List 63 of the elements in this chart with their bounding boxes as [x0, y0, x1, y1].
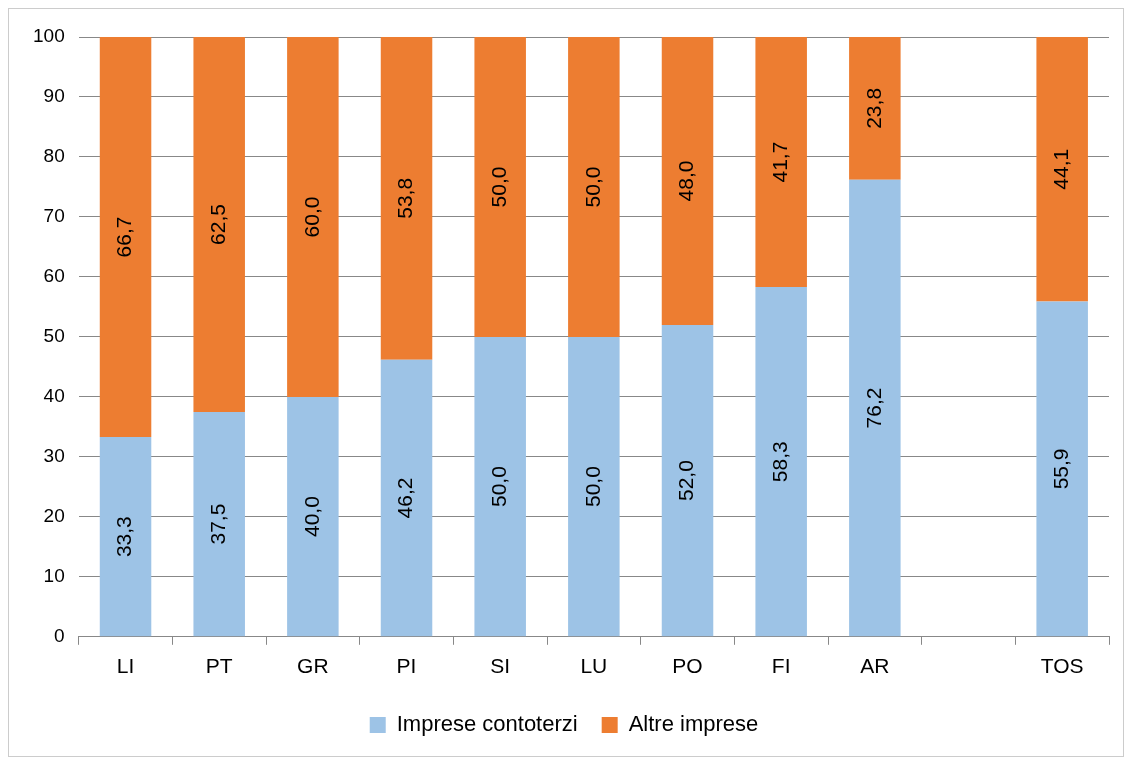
y-tick-label: 20 — [43, 505, 65, 527]
bar — [474, 336, 526, 637]
y-tick-label: 40 — [43, 385, 65, 407]
data-label: 76,2 — [861, 387, 885, 429]
data-label: 48,0 — [674, 160, 698, 202]
x-tick-label: PI — [396, 654, 417, 678]
data-label: 50,0 — [486, 466, 510, 508]
y-tick-label: 30 — [43, 445, 65, 467]
data-label: 41,7 — [767, 141, 791, 183]
data-label: 33,3 — [112, 516, 136, 558]
x-tick-label: GR — [297, 654, 329, 678]
data-label: 66,7 — [112, 216, 136, 258]
x-tick-label: PO — [672, 654, 703, 678]
y-tick-label: 60 — [43, 265, 65, 287]
bar — [193, 37, 245, 412]
x-tick-label: SI — [490, 654, 511, 678]
data-label: 60,0 — [299, 196, 323, 238]
bar — [99, 37, 152, 438]
bar — [287, 37, 339, 397]
y-tick-label: 50 — [43, 325, 65, 347]
bar — [661, 324, 714, 637]
data-label: 50,0 — [486, 166, 510, 208]
data-label: 44,1 — [1048, 148, 1072, 190]
bar — [568, 336, 620, 637]
y-tick-label: 70 — [43, 205, 65, 227]
bar — [380, 37, 433, 360]
y-tick-label: 10 — [43, 565, 65, 587]
x-tick-label: LU — [580, 654, 608, 678]
data-label: 46,2 — [393, 477, 417, 519]
y-tick-label: 90 — [43, 85, 65, 107]
data-label: 52,0 — [674, 460, 698, 502]
data-label: 58,3 — [767, 441, 791, 483]
bar — [380, 359, 433, 637]
bar — [1036, 37, 1088, 302]
data-label: 62,5 — [205, 204, 229, 245]
bar — [99, 437, 152, 637]
y-tick-label: 100 — [33, 25, 65, 47]
y-tick-label: 80 — [43, 145, 65, 167]
legend-label: Imprese contoterzi — [396, 711, 578, 737]
x-tick-label: AR — [860, 654, 890, 678]
bar — [474, 37, 526, 337]
bar — [755, 287, 807, 637]
x-tick-label: TOS — [1040, 654, 1084, 678]
x-tick-label: LI — [116, 654, 135, 678]
data-label: 50,0 — [580, 166, 604, 208]
data-label: 53,8 — [393, 177, 417, 219]
x-tick-label: PT — [205, 654, 233, 678]
bar — [1036, 301, 1088, 637]
data-label: 23,8 — [861, 87, 885, 129]
data-label: 55,9 — [1048, 448, 1072, 490]
x-tick-label: FI — [771, 654, 791, 678]
y-tick-label: 0 — [54, 625, 65, 647]
data-label: 37,5 — [205, 503, 229, 545]
data-label: 50,0 — [580, 466, 604, 508]
legend-label: Altre imprese — [628, 711, 759, 737]
bar — [193, 411, 245, 637]
bar — [287, 396, 339, 637]
bar — [568, 37, 620, 337]
bar — [849, 179, 901, 637]
data-label: 40,0 — [299, 496, 323, 538]
bar — [849, 37, 901, 180]
bar — [755, 37, 807, 288]
bar — [661, 37, 714, 325]
